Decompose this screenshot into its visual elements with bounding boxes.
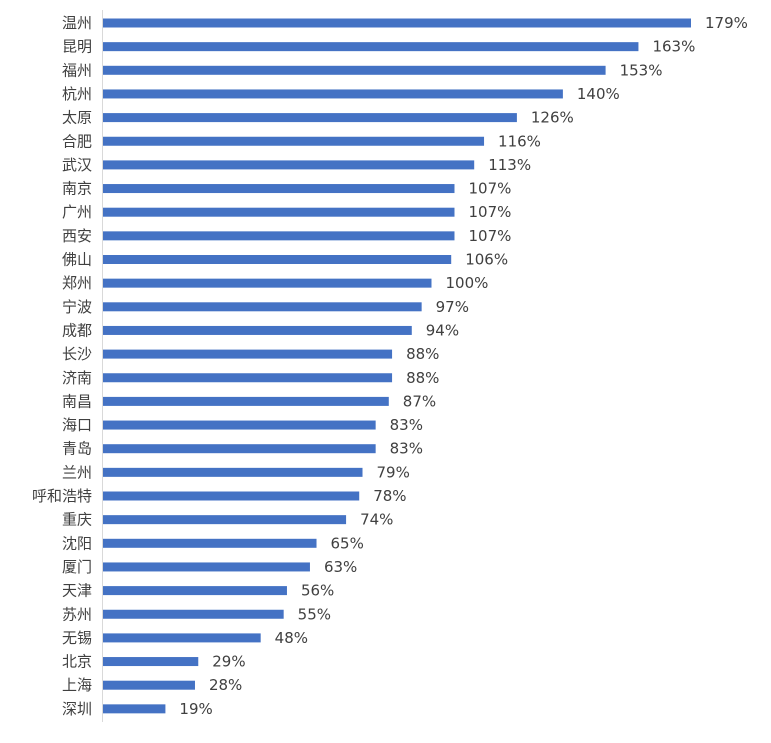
value-label: 29% [212, 653, 245, 671]
bar [103, 444, 376, 454]
value-label: 63% [324, 558, 357, 576]
value-labels-group: 179% 163% 153%140%126% 116% 113% 107% 107% 107%… [179, 14, 747, 718]
bar [103, 18, 691, 28]
bar [103, 467, 363, 477]
category-label: 南京 [62, 180, 92, 198]
value-label: 83% [390, 416, 423, 434]
category-label: 兰州 [62, 463, 92, 481]
category-label: 福州 [62, 61, 92, 79]
category-label: 郑州 [62, 274, 92, 292]
bar [103, 113, 517, 123]
category-label: 温州 [62, 14, 92, 32]
bar [103, 89, 563, 99]
bar [103, 255, 452, 264]
category-label: 上海 [62, 676, 92, 694]
value-label: 28% [209, 676, 242, 694]
category-label: 无锡 [62, 629, 92, 647]
bar [103, 704, 166, 714]
bar [103, 538, 317, 548]
bar [103, 633, 261, 643]
value-label: 56% [301, 582, 334, 600]
category-label: 苏州 [62, 605, 92, 623]
category-label: 沈阳 [62, 534, 92, 552]
category-label: 长沙 [62, 345, 92, 363]
bar [103, 491, 360, 501]
value-label: 48% [275, 629, 308, 647]
category-label: 重庆 [62, 511, 92, 529]
value-label: 83% [390, 440, 423, 458]
bars-group [103, 18, 691, 714]
bar [103, 42, 639, 52]
value-label: 116% [498, 132, 541, 150]
category-label: 呼和浩特 [32, 487, 92, 505]
bar [103, 609, 284, 619]
category-label: 合肥 [62, 132, 92, 150]
bar [103, 420, 376, 430]
value-label: 100% [445, 274, 488, 292]
category-label: 海口 [62, 416, 92, 434]
bar [103, 278, 432, 288]
value-label: 107% [468, 180, 511, 198]
category-label: 宁波 [62, 298, 92, 316]
bar [103, 586, 287, 596]
category-label: 北京 [62, 653, 92, 671]
value-label: 88% [406, 369, 439, 387]
category-label: 西安 [62, 227, 92, 245]
bar [103, 136, 485, 146]
value-label: 179% [705, 14, 748, 32]
category-label: 武汉 [62, 156, 92, 174]
category-label: 佛山 [62, 251, 92, 269]
category-label: 济南 [62, 369, 92, 387]
category-label: 南昌 [62, 392, 92, 410]
bar [103, 373, 393, 383]
value-label: 74% [360, 511, 393, 529]
value-label: 88% [406, 345, 439, 363]
value-label: 140% [577, 85, 620, 103]
value-label: 97% [436, 298, 469, 316]
bar [103, 231, 455, 241]
value-label: 107% [468, 203, 511, 221]
category-label: 杭州 [62, 85, 92, 103]
value-label: 87% [403, 392, 436, 410]
value-label: 106% [465, 251, 508, 269]
category-label: 青岛 [62, 440, 92, 458]
category-label: 太原 [62, 109, 92, 127]
bar [103, 515, 347, 525]
value-label: 65% [331, 534, 364, 552]
bar [103, 302, 422, 312]
value-label: 78% [373, 487, 406, 505]
bar [103, 160, 475, 170]
bar [103, 680, 195, 690]
value-label: 94% [426, 321, 459, 339]
bar [103, 184, 455, 194]
value-label: 163% [652, 38, 695, 56]
bar [103, 396, 389, 406]
bar [103, 349, 393, 359]
value-label: 107% [468, 227, 511, 245]
bar [103, 207, 455, 217]
category-label: 深圳 [62, 700, 92, 718]
category-label: 天津 [62, 582, 92, 600]
category-label: 厦门 [62, 558, 92, 576]
value-label: 113% [488, 156, 531, 174]
bar [103, 657, 199, 667]
value-label: 19% [179, 700, 212, 718]
value-label: 126% [531, 109, 574, 127]
bar [103, 562, 310, 572]
bar [103, 325, 412, 335]
category-label: 昆明 [62, 38, 92, 56]
category-label: 成都 [62, 321, 92, 339]
bar [103, 65, 606, 75]
value-label: 153% [620, 61, 663, 79]
category-labels-group: 温州昆明福州杭州太原合肥武汉南京广州西安佛山郑州宁波成都长沙济南南昌海口青岛兰州… [32, 14, 92, 718]
value-label: 55% [298, 605, 331, 623]
value-label: 79% [377, 463, 410, 481]
category-label: 广州 [62, 203, 92, 221]
